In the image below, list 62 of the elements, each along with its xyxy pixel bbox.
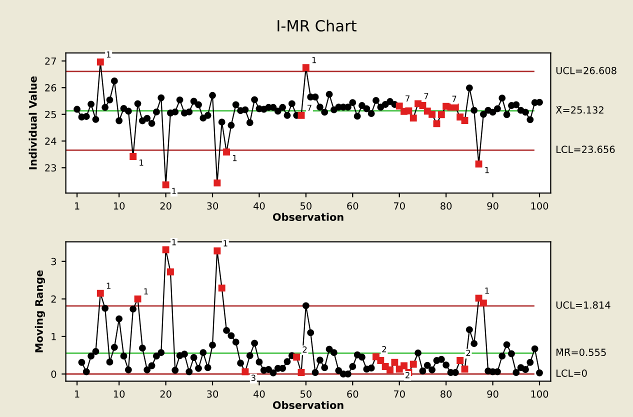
ref-line-label: LCL=0 — [556, 369, 587, 377]
annotation: 7 — [406, 95, 410, 102]
y-tick-label: 3 — [51, 258, 56, 266]
x-tick-label: 20 — [160, 390, 172, 398]
annotation: 1 — [485, 288, 489, 294]
x-tick-label: 100 — [531, 390, 548, 398]
x-tick-label: 90 — [487, 390, 498, 398]
annotation: 2 — [466, 350, 470, 356]
annotation: 1 — [106, 51, 110, 58]
x-tick-label: 40 — [254, 390, 265, 398]
x-tick-label: 20 — [160, 202, 172, 210]
ref-line-label: M̄R̄=0.555 — [556, 348, 606, 356]
annotation: 1 — [232, 155, 237, 162]
y-tick-label: 2 — [51, 295, 56, 303]
annotation: 2 — [302, 346, 307, 353]
x-tick-label: 100 — [531, 202, 548, 210]
annotation: 3 — [251, 374, 256, 381]
x-tick-label: 60 — [347, 390, 358, 398]
ref-line-label: LCL=23.656 — [556, 146, 615, 154]
annotation: 1 — [485, 167, 489, 174]
x-tick-label: 70 — [394, 390, 405, 398]
x-tick-label: 30 — [207, 202, 218, 210]
x-axis-title: Observation — [272, 212, 344, 221]
x-tick-label: 50 — [300, 202, 312, 210]
y-tick-label: 25 — [45, 110, 56, 118]
annotation: 7 — [308, 104, 312, 111]
annotation: 2 — [406, 372, 410, 378]
x-axis-title: Observation — [272, 400, 344, 410]
x-tick-label: 80 — [440, 202, 452, 210]
x-tick-label: 70 — [394, 202, 405, 210]
annotation: 1 — [140, 160, 144, 166]
x-tick-label: 50 — [300, 390, 312, 398]
annotation: 7 — [452, 96, 456, 102]
annotation: 1 — [312, 57, 316, 64]
annotation: 1 — [172, 239, 176, 246]
x-tick-label: 10 — [114, 202, 125, 210]
annotation: 1 — [224, 240, 228, 246]
ref-line-label: UCL=1.814 — [556, 301, 610, 309]
annotation: 1 — [172, 188, 176, 194]
x-tick-label: 10 — [114, 390, 125, 398]
y-axis-title: Moving Range — [34, 270, 46, 352]
y-tick-label: 24 — [45, 138, 56, 145]
y-tick-label: 1 — [52, 333, 56, 340]
annotation: 7 — [424, 93, 428, 100]
x-tick-label: 1 — [75, 202, 80, 210]
y-tick-label: 23 — [45, 164, 56, 172]
ref-line-label: UCL=26.608 — [556, 66, 616, 74]
x-tick-label: 30 — [207, 390, 218, 398]
y-tick-label: 27 — [45, 57, 56, 65]
annotation: 1 — [144, 288, 148, 294]
y-tick-label: 0 — [51, 370, 56, 378]
y-axis-title: Individual Value — [28, 76, 37, 170]
x-tick-label: 90 — [487, 202, 498, 210]
x-tick-label: 40 — [254, 202, 265, 210]
chart-title: I-MR Chart — [278, 20, 356, 32]
x-tick-label: 1 — [75, 390, 80, 398]
annotation: 1 — [106, 282, 110, 289]
annotation: 2 — [382, 346, 386, 352]
x-tick-label: 80 — [440, 390, 452, 398]
x-tick-label: 60 — [347, 202, 358, 210]
ref-line-label: X̄=25.132 — [556, 106, 604, 114]
y-tick-label: 26 — [45, 84, 56, 92]
